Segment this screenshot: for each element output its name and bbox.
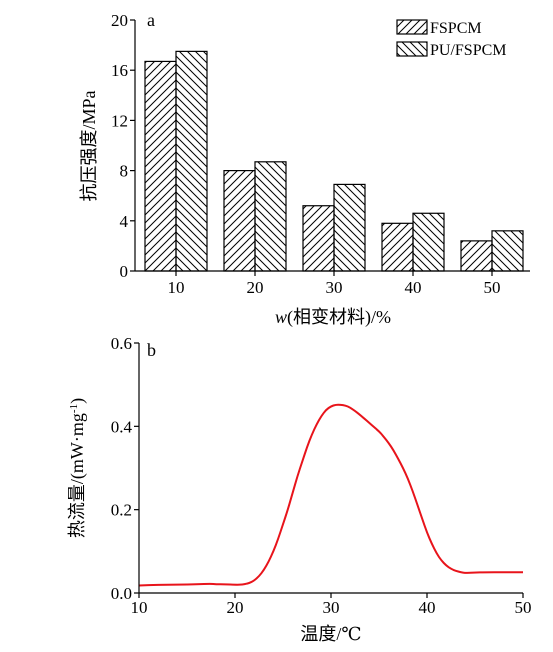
panel-a-label: a: [147, 10, 155, 30]
panel-a-x-axis-label: w(相变材料)/%: [275, 307, 391, 328]
y-tick-label-16: 16: [111, 61, 128, 80]
bar-pu-fspcm-30: [333, 183, 366, 272]
panel-b-line-chart: b 0.00.20.40.6 10 20 30 40 50 热流量/(mW·mg-1) …: [67, 334, 532, 644]
x-tick-label-40: 40: [405, 278, 422, 297]
bar-pu-fspcm-50: [491, 230, 524, 272]
legend-label-fspcm: FSPCM: [430, 20, 482, 37]
y-tick-label-0.4: 0.4: [111, 417, 133, 436]
x-tick-label-50: 50: [515, 598, 532, 617]
y-tick-label-12: 12: [111, 111, 128, 130]
panel-b-heat-flow-curve: [138, 403, 523, 587]
x-tick-label-10: 10: [131, 598, 148, 617]
legend-swatch-fspcm: [396, 19, 428, 35]
panel-a-legend: FSPCM PU/FSPCM: [396, 19, 507, 59]
panel-a-x-ticks: 10 20 30 40 50: [168, 271, 501, 297]
legend-label-pu-fspcm: PU/FSPCM: [430, 42, 507, 59]
bar-fspcm-20: [223, 170, 256, 272]
bar-fspcm-10: [144, 60, 177, 272]
y-tick-label-8: 8: [120, 162, 129, 181]
bar-fspcm-40: [381, 222, 414, 272]
x-tick-label-30: 30: [326, 278, 343, 297]
bar-pu-fspcm-20: [254, 161, 287, 272]
panel-a-y-ticks: 0 4 8 12 16 20: [111, 11, 135, 281]
y-tick-label-0: 0: [120, 262, 129, 281]
panel-b-x-ticks: 10 20 30 40 50: [131, 593, 532, 617]
panel-b-y-axis-label: 热流量/(mW·mg-1): [67, 398, 88, 538]
bar-pu-fspcm-40: [412, 212, 445, 272]
bar-fspcm-30: [302, 205, 335, 272]
panel-b-y-ticks: 0.0 0.2 0.4 0.6: [111, 334, 139, 603]
panel-a-y-axis-label: 抗压强度/MPa: [79, 90, 99, 201]
panel-b-label: b: [147, 340, 156, 360]
bar-fspcm-50: [460, 240, 493, 272]
x-tick-label-20: 20: [247, 278, 264, 297]
y-tick-label-20: 20: [111, 11, 128, 30]
y-tick-label-0.0: 0.0: [111, 584, 132, 603]
x-tick-label-10: 10: [168, 278, 185, 297]
x-tick-label-30: 30: [323, 598, 340, 617]
panel-a-bars: [144, 50, 524, 272]
y-tick-label-0.6: 0.6: [111, 334, 132, 353]
y-tick-label-4: 4: [120, 212, 129, 231]
x-tick-label-40: 40: [419, 598, 436, 617]
bar-pu-fspcm-10: [175, 50, 208, 272]
panel-a-bar-chart: a 0 4 8 12 16 20 10 20 30 40 50 抗压强度/MPa w(相变材料)/…: [79, 10, 530, 328]
legend-swatch-pu-fspcm: [396, 41, 428, 57]
panel-b-x-axis-label: 温度/℃: [300, 624, 361, 644]
y-tick-label-0.2: 0.2: [111, 501, 132, 520]
x-tick-label-20: 20: [227, 598, 244, 617]
x-tick-label-50: 50: [484, 278, 501, 297]
